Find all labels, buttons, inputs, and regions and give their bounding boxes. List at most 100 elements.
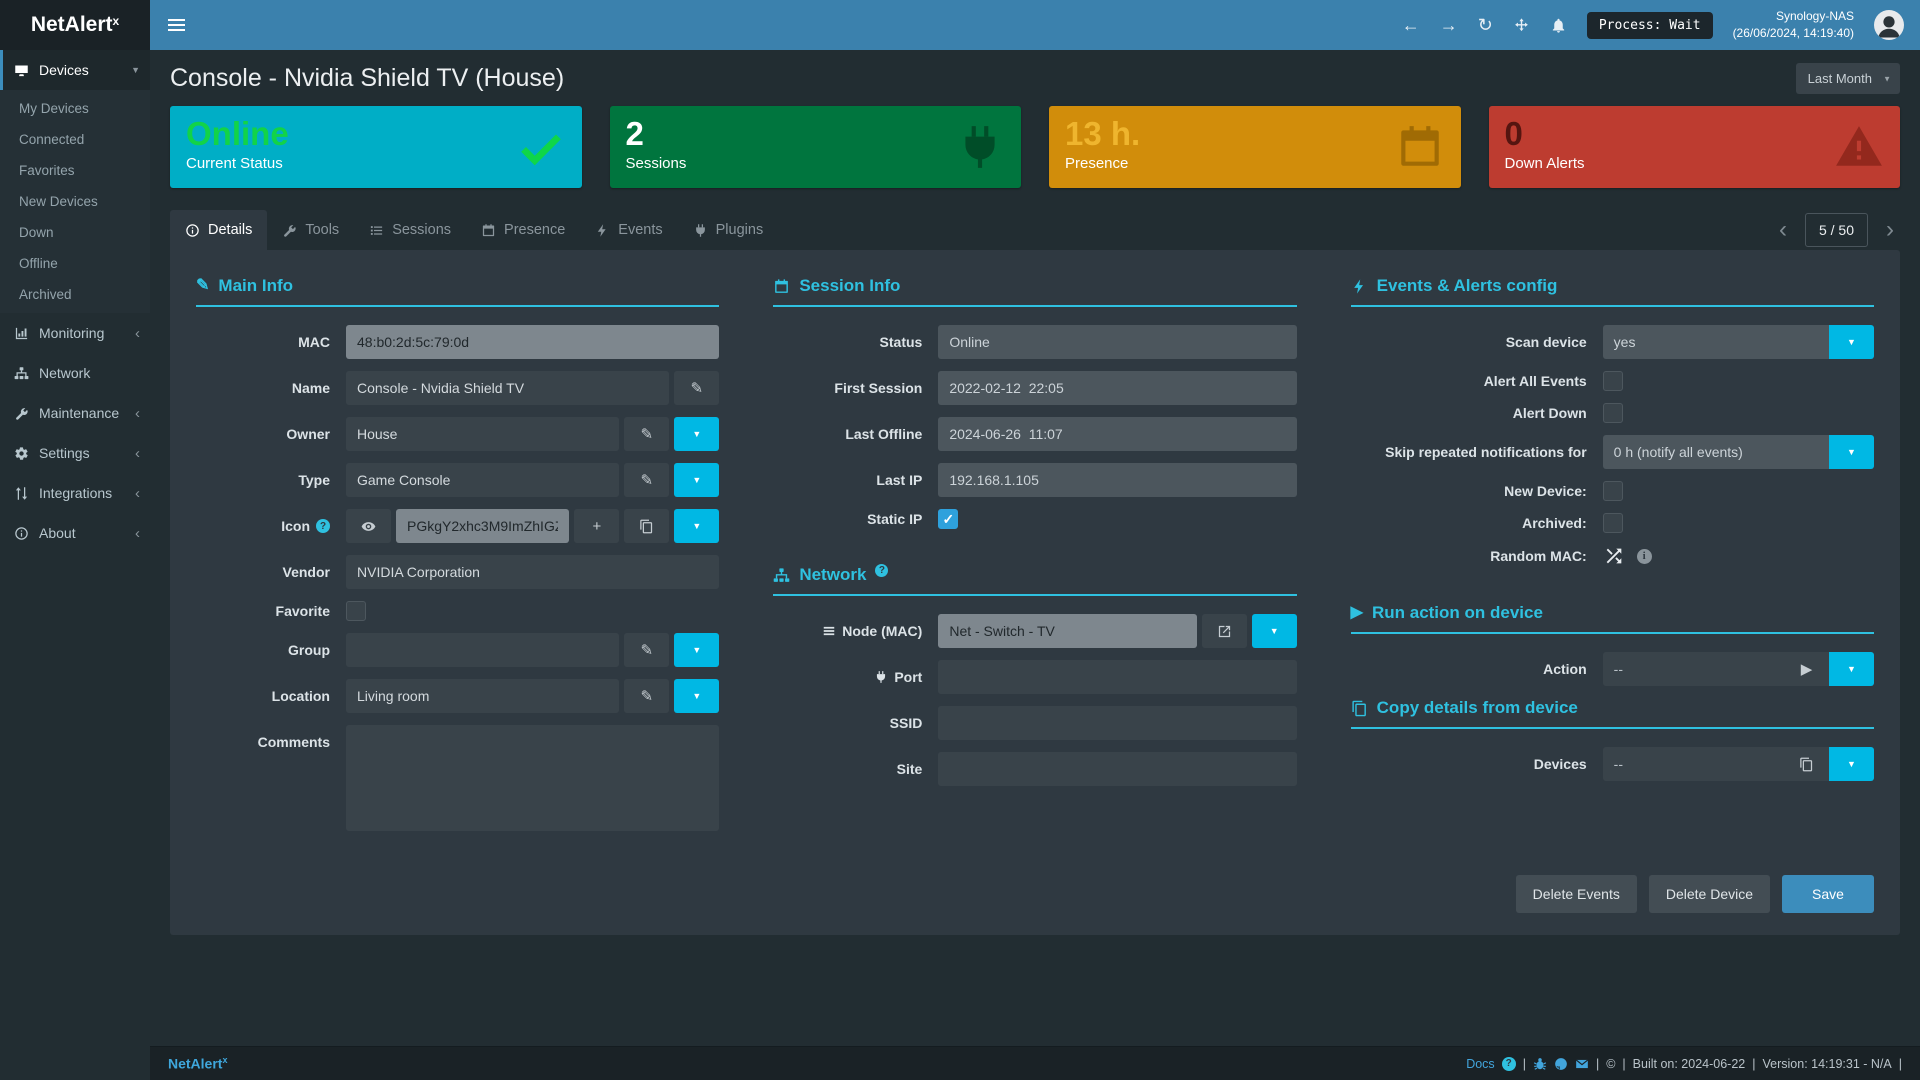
save-button[interactable]: Save [1782, 875, 1874, 913]
devices-copy-select[interactable]: -- [1602, 747, 1784, 781]
copy-details-button[interactable] [1783, 747, 1829, 781]
vendor-input[interactable] [346, 555, 720, 589]
sidebar-item-connected[interactable]: Connected [19, 132, 85, 147]
tab-presence[interactable]: Presence [466, 210, 580, 250]
type-edit-button[interactable]: ✎ [624, 463, 670, 497]
sidebar-item-favorites[interactable]: Favorites [19, 163, 75, 178]
sidebar-item-network[interactable]: Network [0, 353, 150, 393]
owner-dropdown-button[interactable]: ▼ [674, 417, 720, 451]
delete-device-button[interactable]: Delete Device [1648, 875, 1770, 913]
new-device-checkbox[interactable] [1602, 481, 1623, 501]
mac-input[interactable] [346, 325, 720, 359]
docs-link[interactable]: Docs [1466, 1056, 1495, 1071]
site-input[interactable] [938, 752, 1297, 786]
sidebar-item-about[interactable]: About ‹ [0, 513, 150, 553]
icon-preview-button[interactable] [346, 509, 391, 543]
tab-plugins[interactable]: Plugins [678, 210, 779, 250]
pencil-icon: ✎ [640, 426, 654, 443]
next-device-button[interactable]: › [1886, 216, 1894, 243]
delete-events-button[interactable]: Delete Events [1515, 875, 1637, 913]
action-select[interactable]: -- [1602, 652, 1784, 686]
user-avatar[interactable] [1874, 10, 1904, 40]
page-indicator[interactable]: 5 / 50 [1804, 213, 1868, 247]
comments-textarea[interactable] [346, 725, 720, 831]
bug-report-icon[interactable] [1533, 1057, 1547, 1071]
group-dropdown-button[interactable]: ▼ [674, 633, 720, 667]
archived-checkbox[interactable] [1602, 513, 1623, 533]
sidebar-item-devices[interactable]: Devices ▼ [0, 50, 150, 90]
sidebar-item-integrations[interactable]: Integrations ‹ [0, 473, 150, 513]
alert-all-events-checkbox[interactable] [1602, 371, 1623, 391]
icon-copy-button[interactable] [624, 509, 670, 543]
owner-input[interactable] [346, 417, 620, 451]
refresh-icon[interactable]: ↻ [1477, 15, 1493, 35]
info-icon[interactable]: i [1636, 548, 1652, 564]
location-dropdown-button[interactable]: ▼ [674, 679, 720, 713]
group-edit-button[interactable]: ✎ [624, 633, 670, 667]
alert-down-checkbox[interactable] [1602, 403, 1623, 423]
github-icon[interactable] [1554, 1057, 1568, 1071]
back-icon[interactable]: ← [1401, 15, 1420, 35]
footer-brand[interactable]: NetAlertx [168, 1055, 227, 1072]
card-down-alerts[interactable]: 0 Down Alerts [1488, 106, 1900, 188]
scan-device-dropdown-button[interactable]: ▼ [1828, 325, 1874, 359]
tab-sessions[interactable]: Sessions [354, 210, 466, 250]
node-input[interactable] [938, 614, 1197, 648]
icon-code-input[interactable] [396, 509, 570, 543]
node-open-button[interactable] [1201, 614, 1247, 648]
icon-add-button[interactable]: + [574, 509, 620, 543]
mail-icon[interactable] [1575, 1057, 1589, 1071]
location-edit-button[interactable]: ✎ [624, 679, 670, 713]
port-input[interactable] [938, 660, 1297, 694]
sidebar-item-offline[interactable]: Offline [19, 256, 58, 271]
ssid-input[interactable] [938, 706, 1297, 740]
icon-dropdown-button[interactable]: ▼ [674, 509, 720, 543]
action-dropdown-button[interactable]: ▼ [1828, 652, 1874, 686]
card-current-status[interactable]: Online Current Status [170, 106, 582, 188]
sidebar-item-maintenance[interactable]: Maintenance ‹ [0, 393, 150, 433]
skip-notifications-dropdown-button[interactable]: ▼ [1828, 435, 1874, 469]
sidebar-item-down[interactable]: Down [19, 225, 54, 240]
scan-device-select[interactable]: yes [1602, 325, 1829, 359]
move-icon[interactable] [1513, 17, 1530, 34]
last-ip-input[interactable] [938, 463, 1297, 497]
sidebar-item-archived[interactable]: Archived [19, 287, 72, 302]
tab-details[interactable]: Details [170, 210, 268, 250]
favorite-checkbox[interactable] [346, 601, 366, 621]
bell-icon[interactable] [1550, 17, 1567, 34]
last-offline-input[interactable] [938, 417, 1297, 451]
help-icon[interactable]: ? [1501, 1056, 1516, 1071]
card-presence[interactable]: 13 h. Presence [1049, 106, 1461, 188]
chevron-left-icon: ‹ [135, 324, 140, 342]
tab-tools[interactable]: Tools [267, 210, 354, 250]
card-sessions[interactable]: 2 Sessions [609, 106, 1021, 188]
sidebar-item-settings[interactable]: Settings ‹ [0, 433, 150, 473]
period-filter-select[interactable]: Last Month ▼ [1795, 63, 1900, 94]
sidebar-item-monitoring[interactable]: Monitoring ‹ [0, 313, 150, 353]
help-icon[interactable]: ? [875, 563, 889, 577]
help-icon[interactable]: ? [316, 519, 330, 533]
static-ip-checkbox[interactable] [938, 509, 959, 529]
group-input[interactable] [346, 633, 620, 667]
type-dropdown-button[interactable]: ▼ [674, 463, 720, 497]
name-input[interactable] [346, 371, 670, 405]
skip-notifications-select[interactable]: 0 h (notify all events) [1602, 435, 1829, 469]
type-input[interactable] [346, 463, 620, 497]
tab-events[interactable]: Events [580, 210, 677, 250]
node-dropdown-button[interactable]: ▼ [1251, 614, 1297, 648]
sidebar-item-new-devices[interactable]: New Devices [19, 194, 98, 209]
sidebar-toggle-button[interactable] [150, 0, 202, 50]
devices-copy-dropdown-button[interactable]: ▼ [1828, 747, 1874, 781]
app-logo[interactable]: NetAlert x [0, 0, 150, 50]
sidebar: Devices ▼ My Devices Connected Favorites… [0, 50, 150, 1080]
location-input[interactable] [346, 679, 620, 713]
run-action-button[interactable]: ▶ [1783, 652, 1829, 686]
status-input[interactable] [938, 325, 1297, 359]
owner-edit-button[interactable]: ✎ [624, 417, 670, 451]
sidebar-item-my-devices[interactable]: My Devices [19, 101, 89, 116]
prev-device-button[interactable]: ‹ [1778, 216, 1787, 243]
name-edit-button[interactable]: ✎ [674, 371, 720, 405]
first-session-input[interactable] [938, 371, 1297, 405]
icon-row: Icon ? + ▼ [196, 509, 720, 543]
forward-icon[interactable]: → [1439, 15, 1458, 35]
